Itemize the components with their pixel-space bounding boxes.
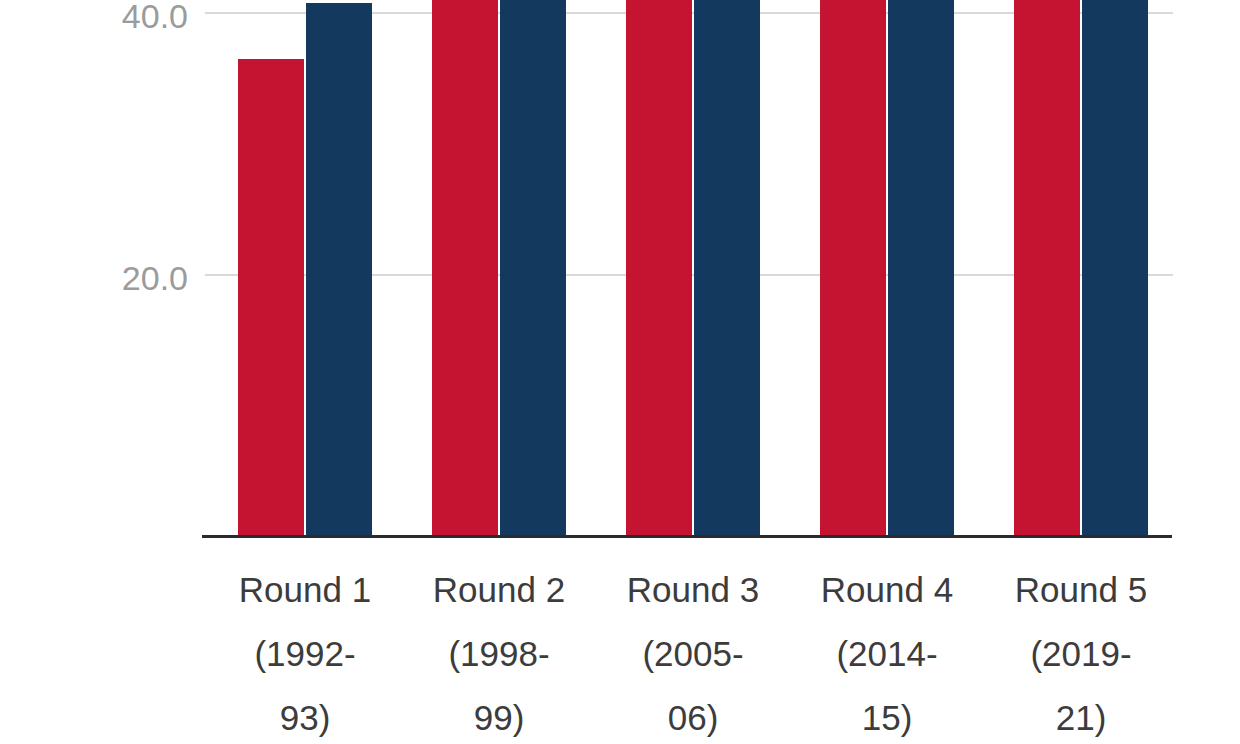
x-axis-label-round-4: Round 4(2014-15) bbox=[777, 558, 997, 744]
bar-round-4-series-red bbox=[820, 0, 886, 537]
x-axis-label-line: Round 1 bbox=[195, 558, 415, 622]
bar-round-5-series-navy bbox=[1082, 0, 1148, 537]
x-axis-label-line: Round 5 bbox=[971, 558, 1191, 622]
x-axis-label-line: 93) bbox=[195, 686, 415, 744]
x-axis-label-line: 99) bbox=[389, 686, 609, 744]
bar-round-4-series-navy bbox=[888, 0, 954, 537]
x-axis-label-line: 21) bbox=[971, 686, 1191, 744]
x-axis-label-round-1: Round 1(1992-93) bbox=[195, 558, 415, 744]
x-axis-label-line: Round 3 bbox=[583, 558, 803, 622]
x-axis-label-round-3: Round 3(2005-06) bbox=[583, 558, 803, 744]
bar-round-5-series-red bbox=[1014, 0, 1080, 537]
x-axis-line bbox=[202, 535, 1172, 538]
bar-round-3-series-red bbox=[626, 0, 692, 537]
x-axis-label-line: 06) bbox=[583, 686, 803, 744]
x-axis-label-round-2: Round 2(1998-99) bbox=[389, 558, 609, 744]
bar-round-1-series-red bbox=[238, 59, 304, 537]
x-axis-label-round-5: Round 5(2019-21) bbox=[971, 558, 1191, 744]
x-axis-label-line: 15) bbox=[777, 686, 997, 744]
x-axis-label-line: (2014- bbox=[777, 622, 997, 686]
bar-round-2-series-navy bbox=[500, 0, 566, 537]
y-tick-label-20.0: 20.0 bbox=[68, 256, 188, 300]
bar-round-2-series-red bbox=[432, 0, 498, 537]
bar-chart: 20.040.0 Round 1(1992-93)Round 2(1998-99… bbox=[0, 0, 1240, 744]
x-axis-label-line: (2005- bbox=[583, 622, 803, 686]
x-axis-label-line: (1998- bbox=[389, 622, 609, 686]
bar-round-3-series-navy bbox=[694, 0, 760, 537]
x-axis-label-line: (1992- bbox=[195, 622, 415, 686]
x-axis-label-line: Round 4 bbox=[777, 558, 997, 622]
x-axis-label-line: Round 2 bbox=[389, 558, 609, 622]
bar-round-1-series-navy bbox=[306, 3, 372, 537]
y-tick-label-40.0: 40.0 bbox=[68, 0, 188, 38]
x-axis-label-line: (2019- bbox=[971, 622, 1191, 686]
